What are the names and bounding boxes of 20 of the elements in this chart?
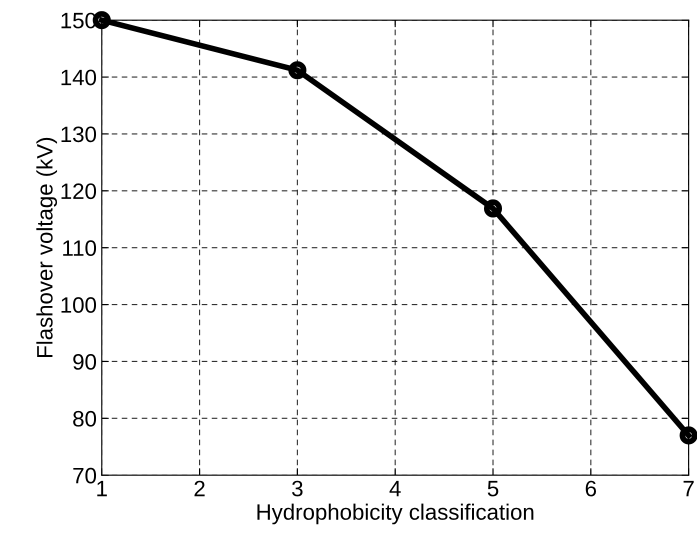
- x-tick-label: 2: [194, 480, 205, 496]
- y-tick-label: 140: [62, 70, 96, 86]
- y-tick-label: 100: [62, 297, 96, 313]
- x-axis-title: Hydrophobicity classification: [257, 504, 534, 524]
- y-tick-label: 80: [73, 410, 96, 427]
- y-tick-label: 130: [62, 126, 96, 142]
- y-axis-title: Flashover voltage (kV): [36, 138, 58, 358]
- y-tick-label: 70: [73, 468, 96, 484]
- point: [288, 61, 306, 80]
- y-tick-label: 90: [73, 354, 96, 370]
- point: [680, 426, 697, 444]
- point: [484, 199, 502, 218]
- x-tick-label: 7: [684, 480, 694, 496]
- x-tick-label: 3: [292, 480, 303, 496]
- y-tick-label: 120: [62, 183, 96, 200]
- y-tick-label: 110: [63, 240, 96, 256]
- x-tick-label: 6: [586, 480, 596, 496]
- x-tick-label: 1: [97, 480, 107, 496]
- x-tick-label: 4: [390, 480, 401, 496]
- x-tick-label: 5: [488, 480, 498, 496]
